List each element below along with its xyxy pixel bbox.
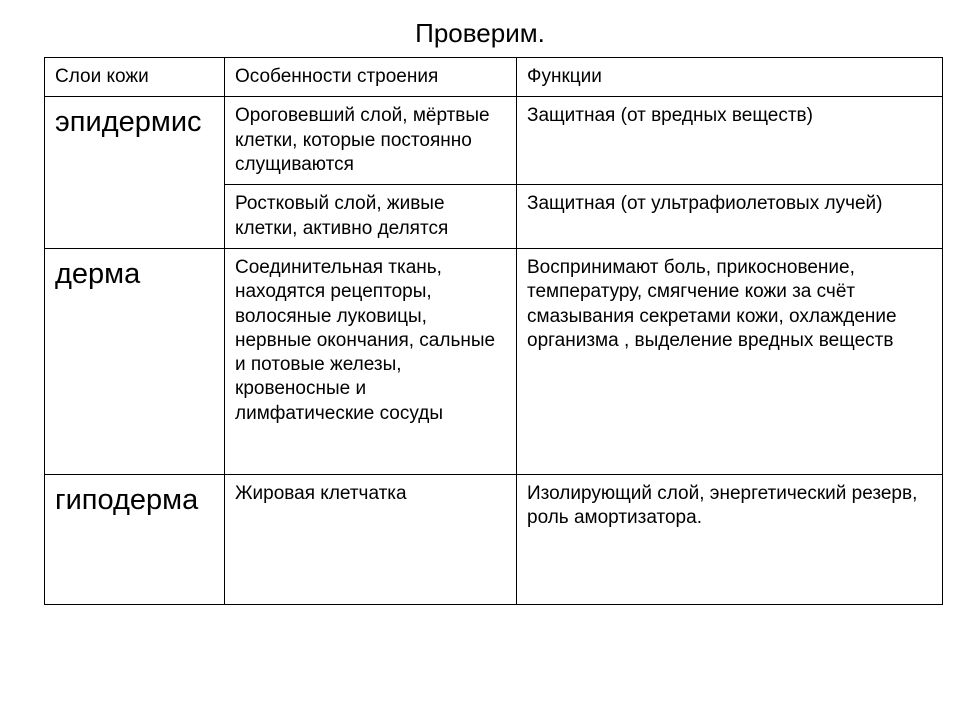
cell-structure: Ростковый слой, живые клетки, активно де… — [225, 185, 517, 249]
cell-structure: Ороговевший слой, мёртвые клетки, которы… — [225, 97, 517, 185]
table-row: дерма Соединительная ткань, находятся ре… — [45, 248, 943, 474]
cell-structure: Жировая клетчатка — [225, 474, 517, 604]
page-title: Проверим. — [0, 0, 960, 57]
table-row: эпидермис Ороговевший слой, мёртвые клет… — [45, 97, 943, 185]
layer-epidermis: эпидермис — [45, 97, 225, 249]
table-row: гиподерма Жировая клетчатка Изолирующий … — [45, 474, 943, 604]
header-functions: Функции — [517, 58, 943, 97]
cell-functions: Изолирующий слой, энергетический резерв,… — [517, 474, 943, 604]
cell-structure: Соединительная ткань, находятся рецептор… — [225, 248, 517, 474]
cell-functions: Защитная (от вредных веществ) — [517, 97, 943, 185]
header-structure: Особенности строения — [225, 58, 517, 97]
layer-hypodermis: гиподерма — [45, 474, 225, 604]
cell-functions: Воспринимают боль, прикосновение, темпер… — [517, 248, 943, 474]
header-layer: Слои кожи — [45, 58, 225, 97]
layer-dermis: дерма — [45, 248, 225, 474]
table-header-row: Слои кожи Особенности строения Функции — [45, 58, 943, 97]
cell-functions: Защитная (от ультрафиолетовых лучей) — [517, 185, 943, 249]
skin-layers-table: Слои кожи Особенности строения Функции э… — [44, 57, 943, 605]
